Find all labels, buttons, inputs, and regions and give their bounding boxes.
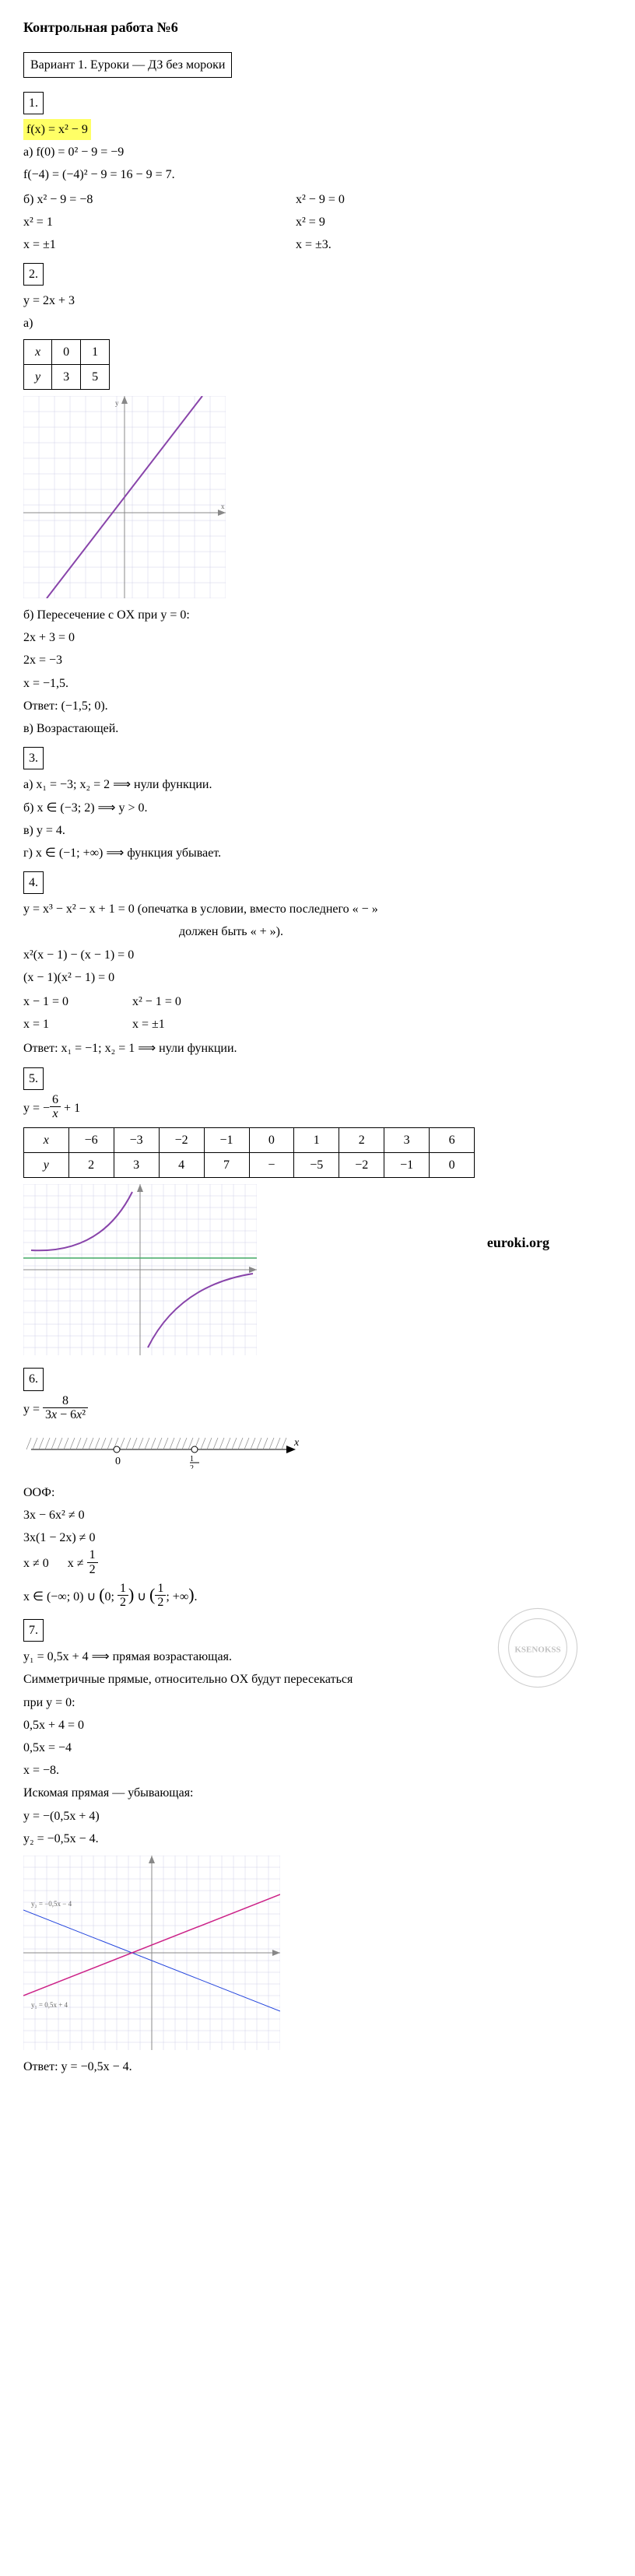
p1-a1: а) f(0) = 0² − 9 = −9	[23, 142, 612, 163]
svg-text:1: 1	[190, 1455, 194, 1463]
task-7-num: 7.	[23, 1619, 44, 1642]
p4-l1: x²(x − 1) − (x − 1) = 0	[23, 945, 612, 966]
p2-b5: Ответ: (−1,5; 0).	[23, 696, 612, 717]
p2-eq: y = 2x + 3	[23, 290, 612, 311]
p2-b2: 2x + 3 = 0	[23, 627, 612, 648]
p1-bL3: x = ±1	[23, 234, 296, 255]
p2-b4: x = −1,5.	[23, 673, 612, 694]
p1-bL1: б) x² − 9 = −8	[23, 189, 296, 210]
task-4-num: 4.	[23, 871, 44, 894]
p4-eq: y = x³ − x² − x + 1 = 0 (опечатка в усло…	[23, 899, 612, 920]
p4-l2: (x − 1)(x² − 1) = 0	[23, 967, 612, 988]
p1-bR2: x² = 9	[296, 212, 612, 233]
task-5-num: 5.	[23, 1067, 44, 1090]
p7-l9: y₂ = −0,5x − 4.	[23, 1828, 612, 1849]
p7-ans: Ответ: y = −0,5x − 4.	[23, 2056, 612, 2077]
svg-text:y₁ = 0,5x + 4: y₁ = 0,5x + 4	[31, 2001, 68, 2009]
stamp-icon: KSENOKSS	[495, 1605, 581, 1691]
p1-fx: f(x) = x² − 9	[23, 119, 91, 140]
svg-text:2: 2	[190, 1464, 194, 1469]
p6-l3: x ≠ 0 x ≠ 12	[23, 1550, 612, 1578]
p1-bR3: x = ±3.	[296, 234, 612, 255]
p7-l3: при y = 0:	[23, 1692, 612, 1713]
p7-l8: y = −(0,5x + 4)	[23, 1806, 612, 1827]
p4-ans: Ответ: x₁ = −1; x₂ = 1 ⟹ нули функции.	[23, 1038, 612, 1059]
task-1-num: 1.	[23, 92, 44, 114]
p2-graph: x y	[23, 396, 226, 598]
p4-eq-note: должен быть « + »).	[23, 921, 612, 942]
page-title: Контрольная работа №6	[23, 16, 612, 40]
p6-l1: 3x − 6x² ≠ 0	[23, 1505, 612, 1526]
p2-v: в) Возрастающей.	[23, 718, 612, 739]
watermark-euroki: euroki.org	[487, 1231, 549, 1255]
p6-eq: y = 83x − 6x²	[23, 1396, 612, 1424]
p1-bR1: x² − 9 = 0	[296, 189, 612, 210]
svg-text:x: x	[221, 503, 225, 510]
p6-oof: ООФ:	[23, 1482, 612, 1503]
svg-text:x: x	[293, 1437, 300, 1449]
svg-text:y: y	[115, 399, 119, 407]
p2-a: а)	[23, 313, 612, 334]
p7-l4: 0,5x + 4 = 0	[23, 1715, 612, 1736]
p5-table: x−6−3−2−101236 y2347−−5−2−10	[23, 1127, 475, 1178]
p2-table: x01 y35	[23, 339, 110, 390]
p1-a2: f(−4) = (−4)² − 9 = 16 − 9 = 7.	[23, 164, 612, 185]
p5-graph	[23, 1184, 257, 1355]
p3-g: г) x ∈ (−1; +∞) ⟹ функция убывает.	[23, 843, 612, 864]
svg-text:KSENOKSS: KSENOKSS	[514, 1645, 560, 1655]
p2-b1: б) Пересечение с OX при y = 0:	[23, 605, 612, 626]
task-2-num: 2.	[23, 263, 44, 286]
p3-b: б) x ∈ (−3; 2) ⟹ y > 0.	[23, 797, 612, 818]
variant-box: Вариант 1. Еуроки — ДЗ без мороки	[23, 52, 232, 78]
p3-a: а) x₁ = −3; x₂ = 2 ⟹ нули функции.	[23, 774, 612, 795]
task-3-num: 3.	[23, 747, 44, 769]
p6-numline: 0 x 1 2	[23, 1430, 612, 1476]
task-6-num: 6.	[23, 1368, 44, 1390]
p7-l6: x = −8.	[23, 1760, 612, 1781]
svg-text:y₂ = −0,5x − 4: y₂ = −0,5x − 4	[31, 1900, 72, 1908]
p2-b3: 2x = −3	[23, 650, 612, 671]
svg-text:0: 0	[115, 1456, 121, 1467]
p1-bL2: x² = 1	[23, 212, 296, 233]
p5-eq: y = −6x + 1	[23, 1095, 612, 1123]
p7-l5: 0,5x = −4	[23, 1737, 612, 1758]
p7-l7: Искомая прямая — убывающая:	[23, 1782, 612, 1803]
p7-graph: y₂ = −0,5x − 4 y₁ = 0,5x + 4	[23, 1856, 280, 2050]
p6-l2: 3x(1 − 2x) ≠ 0	[23, 1527, 612, 1548]
p3-v: в) y = 4.	[23, 820, 612, 841]
